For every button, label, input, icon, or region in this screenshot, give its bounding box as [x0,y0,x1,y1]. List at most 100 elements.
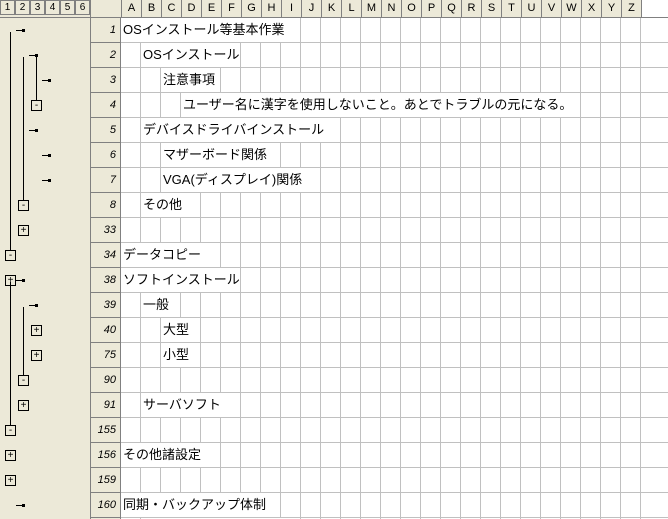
cell-text: サーバソフト [141,393,221,417]
row-cells[interactable]: 大型 [121,318,668,343]
column-header-K[interactable]: K [322,0,342,17]
row-header[interactable]: 4 [91,93,121,118]
column-header-F[interactable]: F [222,0,242,17]
column-header-S[interactable]: S [482,0,502,17]
column-header-W[interactable]: W [562,0,582,17]
row: 3 注意事項 [91,68,668,93]
column-header-M[interactable]: M [362,0,382,17]
row-header[interactable]: 38 [91,268,121,293]
column-header-A[interactable]: A [122,0,142,17]
row-cells[interactable]: OSインストール等基本作業 [121,18,668,43]
row-cells[interactable]: データコピー [121,243,668,268]
outline-collapse-icon[interactable]: - [18,200,29,211]
row-header[interactable]: 91 [91,393,121,418]
row-cells[interactable]: その他 [121,193,668,218]
row-cells[interactable]: VGA(ディスプレイ)関係 [121,168,668,193]
row-cells[interactable] [121,218,668,243]
row-header[interactable]: 7 [91,168,121,193]
select-all-corner[interactable] [91,0,122,17]
outline-level-buttons: 123456 [0,0,90,18]
outline-expand-icon[interactable]: + [5,475,16,486]
outline-expand-icon[interactable]: + [18,400,29,411]
row-header[interactable]: 40 [91,318,121,343]
outline-level-3[interactable]: 3 [30,0,45,15]
row: 33 [91,218,668,243]
row-header[interactable]: 160 [91,493,121,518]
outline-collapse-icon[interactable]: - [5,425,16,436]
column-header-R[interactable]: R [462,0,482,17]
outline-dot-icon [22,29,25,32]
row-header[interactable]: 5 [91,118,121,143]
outline-line [23,57,24,207]
row-cells[interactable]: デバイスドライバインストール [121,118,668,143]
column-header-D[interactable]: D [182,0,202,17]
outline-line [10,32,11,257]
row-cells[interactable]: ソフトインストール [121,268,668,293]
column-header-I[interactable]: I [282,0,302,17]
cell-text: ユーザー名に漢字を使用しないこと。あとでトラブルの元になる。 [181,93,572,117]
row-cells[interactable]: サーバソフト [121,393,668,418]
column-header-P[interactable]: P [422,0,442,17]
row-header[interactable]: 75 [91,343,121,368]
column-header-J[interactable]: J [302,0,322,17]
outline-expand-icon[interactable]: + [5,450,16,461]
column-header-U[interactable]: U [522,0,542,17]
row-header[interactable]: 156 [91,443,121,468]
outline-collapse-icon[interactable]: - [31,100,42,111]
column-header-O[interactable]: O [402,0,422,17]
column-header-V[interactable]: V [542,0,562,17]
row-cells[interactable]: その他諸設定 [121,443,668,468]
column-header-Z[interactable]: Z [622,0,642,17]
row-header[interactable]: 33 [91,218,121,243]
row-header[interactable]: 8 [91,193,121,218]
column-header-B[interactable]: B [142,0,162,17]
outline-expand-icon[interactable]: + [18,225,29,236]
cell-text: 注意事項 [161,68,215,92]
column-header-X[interactable]: X [582,0,602,17]
row-header[interactable]: 159 [91,468,121,493]
row: 1OSインストール等基本作業 [91,18,668,43]
outline-level-5[interactable]: 5 [60,0,75,15]
outline-expand-icon[interactable]: + [31,325,42,336]
outline-gutter: 123456 --+-+++-+-++ [0,0,91,519]
row-header[interactable]: 155 [91,418,121,443]
row-cells[interactable]: 小型 [121,343,668,368]
column-header-H[interactable]: H [262,0,282,17]
outline-level-4[interactable]: 4 [45,0,60,15]
row-header[interactable]: 90 [91,368,121,393]
row-header[interactable]: 2 [91,43,121,68]
outline-level-6[interactable]: 6 [75,0,90,15]
outline-level-1[interactable]: 1 [0,0,15,15]
row-cells[interactable]: 注意事項 [121,68,668,93]
column-header-Y[interactable]: Y [602,0,622,17]
row-cells[interactable]: ユーザー名に漢字を使用しないこと。あとでトラブルの元になる。 [121,93,668,118]
column-header-N[interactable]: N [382,0,402,17]
row-header[interactable]: 34 [91,243,121,268]
row-header[interactable]: 39 [91,293,121,318]
row-cells[interactable]: 一般 [121,293,668,318]
row: 159 [91,468,668,493]
row-cells[interactable]: マザーボード関係 [121,143,668,168]
column-header-T[interactable]: T [502,0,522,17]
column-header-Q[interactable]: Q [442,0,462,17]
column-header-C[interactable]: C [162,0,182,17]
row-cells[interactable] [121,468,668,493]
row: 4 ユーザー名に漢字を使用しないこと。あとでトラブルの元になる。 [91,93,668,118]
column-header-G[interactable]: G [242,0,262,17]
row-cells[interactable]: 同期・バックアップ体制 [121,493,668,518]
row-header[interactable]: 1 [91,18,121,43]
outline-expand-icon[interactable]: + [31,350,42,361]
row-header[interactable]: 3 [91,68,121,93]
cell-text: 小型 [161,343,189,367]
row-cells[interactable]: OSインストール [121,43,668,68]
column-header-L[interactable]: L [342,0,362,17]
row-header[interactable]: 6 [91,143,121,168]
row-cells[interactable] [121,418,668,443]
outline-dot-icon [22,279,25,282]
outline-collapse-icon[interactable]: - [5,250,16,261]
column-header-E[interactable]: E [202,0,222,17]
cell-text: 一般 [141,293,169,317]
row-cells[interactable] [121,368,668,393]
outline-collapse-icon[interactable]: - [18,375,29,386]
outline-level-2[interactable]: 2 [15,0,30,15]
